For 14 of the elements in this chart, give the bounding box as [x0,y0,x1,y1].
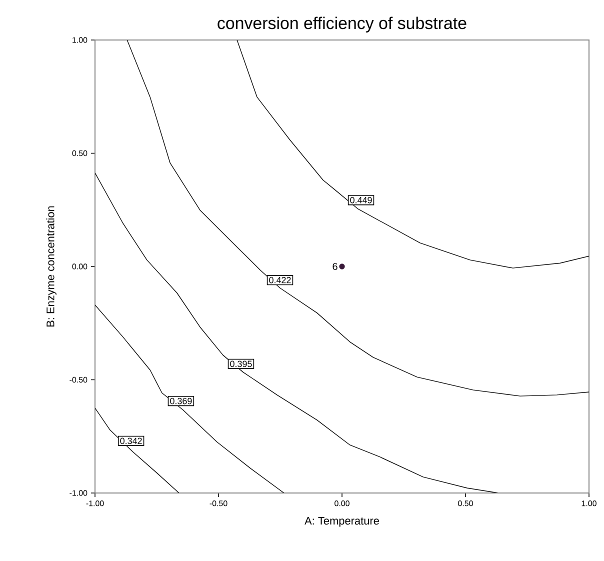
chart-title: conversion efficiency of substrate [218,16,466,32]
y-axis-title: B: Enzyme concentration [46,206,56,327]
line-series [126,40,590,396]
annotation: 0.395 [230,360,252,368]
line-series [95,304,284,493]
line-series [95,172,498,493]
annotation: 0.422 [269,276,291,284]
line-series [95,408,180,493]
annotation: 0.369 [170,398,192,404]
x-axis-title: A: Temperature [304,517,379,527]
annotation: 0.342 [120,438,142,444]
annotation: 0.449 [350,196,372,204]
annotation: 6 [332,262,338,270]
line-series [236,40,590,268]
